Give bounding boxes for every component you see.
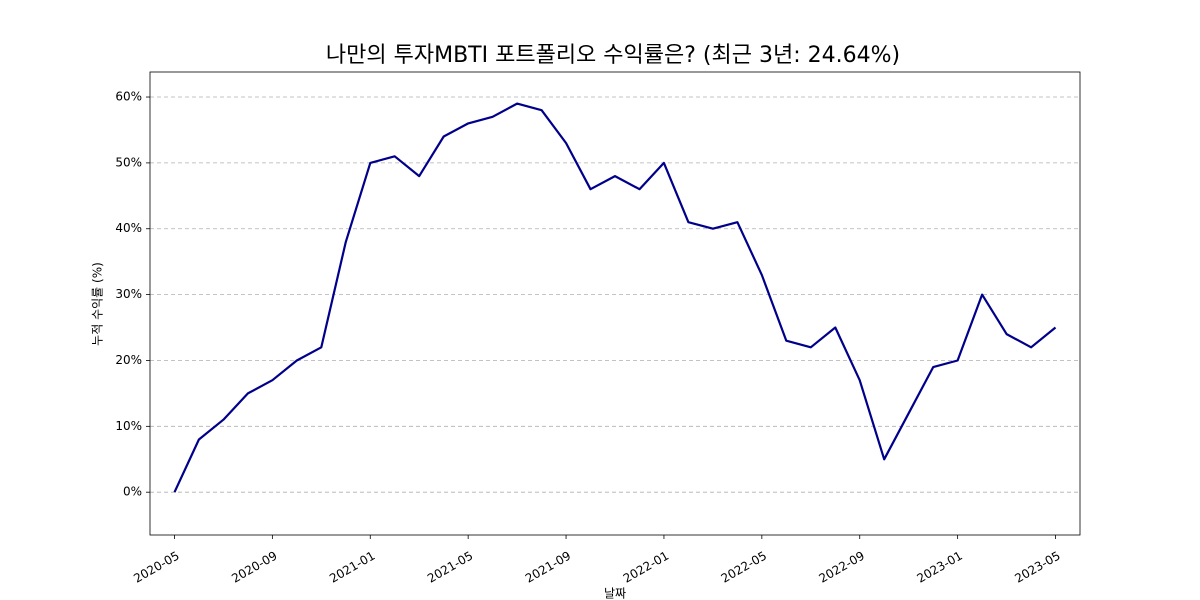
x-tick-label: 2022-09: [817, 549, 867, 586]
y-axis-label: 누적 수익률 (%): [91, 262, 105, 346]
y-tick-label: 30%: [115, 287, 142, 301]
y-tick-label: 20%: [115, 353, 142, 367]
plot-frame: [149, 71, 1081, 536]
x-axis-label: 날짜: [604, 587, 626, 600]
chart-title: 나만의 투자MBTI 포트폴리오 수익률은? (최근 3년: 24.64%): [326, 43, 900, 68]
x-tick-label: 2020-09: [229, 549, 279, 586]
x-tick-label: 2020-05: [131, 549, 181, 586]
y-tick-label: 0%: [123, 485, 142, 499]
y-tick-label: 50%: [115, 155, 142, 169]
x-tick-label: 2023-01: [914, 549, 964, 586]
x-tick-label: 2022-01: [621, 549, 671, 586]
x-tick-label: 2023-05: [1012, 549, 1062, 586]
x-tick-label: 2021-01: [327, 549, 377, 586]
x-tick-label: 2021-09: [523, 549, 573, 586]
y-tick-label: 10%: [115, 419, 142, 433]
line: [173, 102, 1057, 493]
x-tick-label: 2022-05: [719, 549, 769, 586]
y-tick-label: 60%: [115, 90, 142, 104]
y-tick-label: 40%: [115, 221, 142, 235]
x-tick-label: 2021-05: [425, 549, 475, 586]
